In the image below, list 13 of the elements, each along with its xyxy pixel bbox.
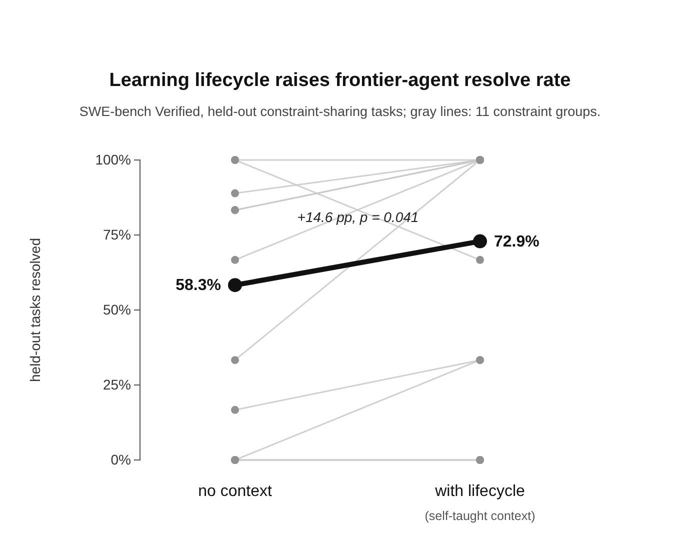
annotation: +14.6 pp, p = 0.041 <box>297 209 419 225</box>
chart-subtitle: SWE-bench Verified, held-out constraint-sharing tasks; gray lines: 11 constraint groups. <box>79 104 601 119</box>
x-tick-label: no context <box>198 483 272 500</box>
y-tick-label: 25% <box>102 376 131 392</box>
y-tick-label: 0% <box>110 451 131 468</box>
y-tick-label: 75% <box>102 226 131 242</box>
y-tick-label: 50% <box>102 301 131 318</box>
y-tick-label: 100% <box>95 151 131 168</box>
data-label: 58.3% <box>176 277 221 294</box>
x-tick-label: with lifecycle (self-taught context) <box>424 483 536 523</box>
chart-title: Learning lifecycle raises frontier-agent resolve rate <box>109 70 571 91</box>
y-axis-title: held-out tasks resolved <box>27 238 43 382</box>
data-label: 72.9% <box>494 233 540 250</box>
